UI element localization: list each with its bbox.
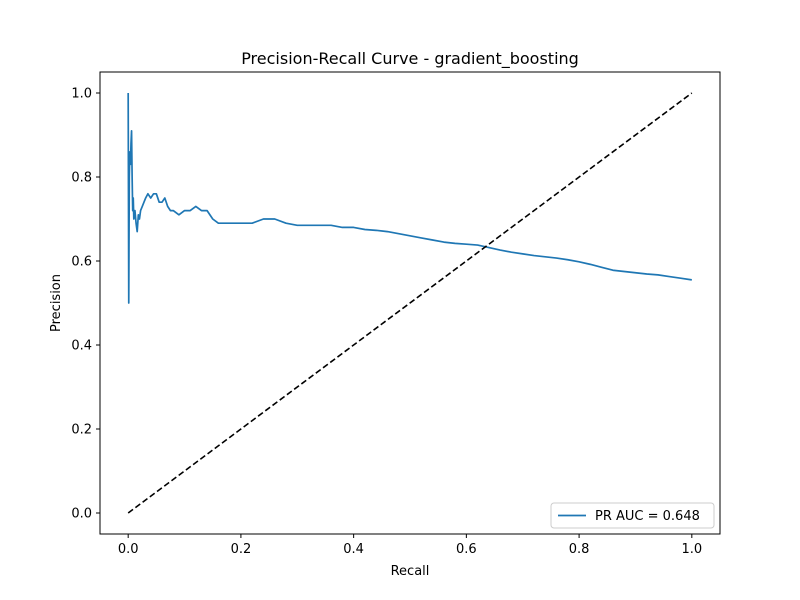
y-tick-label: 0.6 (71, 255, 92, 270)
y-axis-label: Precision (49, 274, 64, 332)
y-tick-label: 0.0 (71, 507, 92, 522)
series-layer (127, 92, 693, 514)
x-tick-label: 0.8 (569, 542, 590, 557)
axes-layer: 0.0 0.2 0.4 0.6 0.8 1.0 0.0 0.2 0.4 0.6 0.8 1.0 (71, 71, 721, 557)
y-tick-label: 0.4 (71, 339, 92, 354)
pr-curve-line (127, 92, 692, 304)
x-tick-label: 0.4 (343, 542, 364, 557)
x-tick-label: 1.0 (681, 542, 702, 557)
x-tick-label: 0.2 (231, 542, 252, 557)
legend-label-pr-curve: PR AUC = 0.648 (595, 509, 700, 524)
legend-box (550, 502, 715, 529)
baseline-diagonal-line (127, 92, 693, 514)
axes-frame (99, 71, 721, 535)
x-axis-label: Recall (391, 564, 430, 579)
legend: PR AUC = 0.648 (550, 502, 715, 529)
x-tick-label: 0.6 (456, 542, 477, 557)
y-tick-label: 0.2 (71, 423, 92, 438)
y-tick-label: 0.8 (71, 171, 92, 186)
x-tick-label: 0.0 (118, 542, 139, 557)
chart-title: Precision-Recall Curve - gradient_boosti… (241, 49, 579, 69)
y-tick-label: 1.0 (71, 87, 92, 102)
